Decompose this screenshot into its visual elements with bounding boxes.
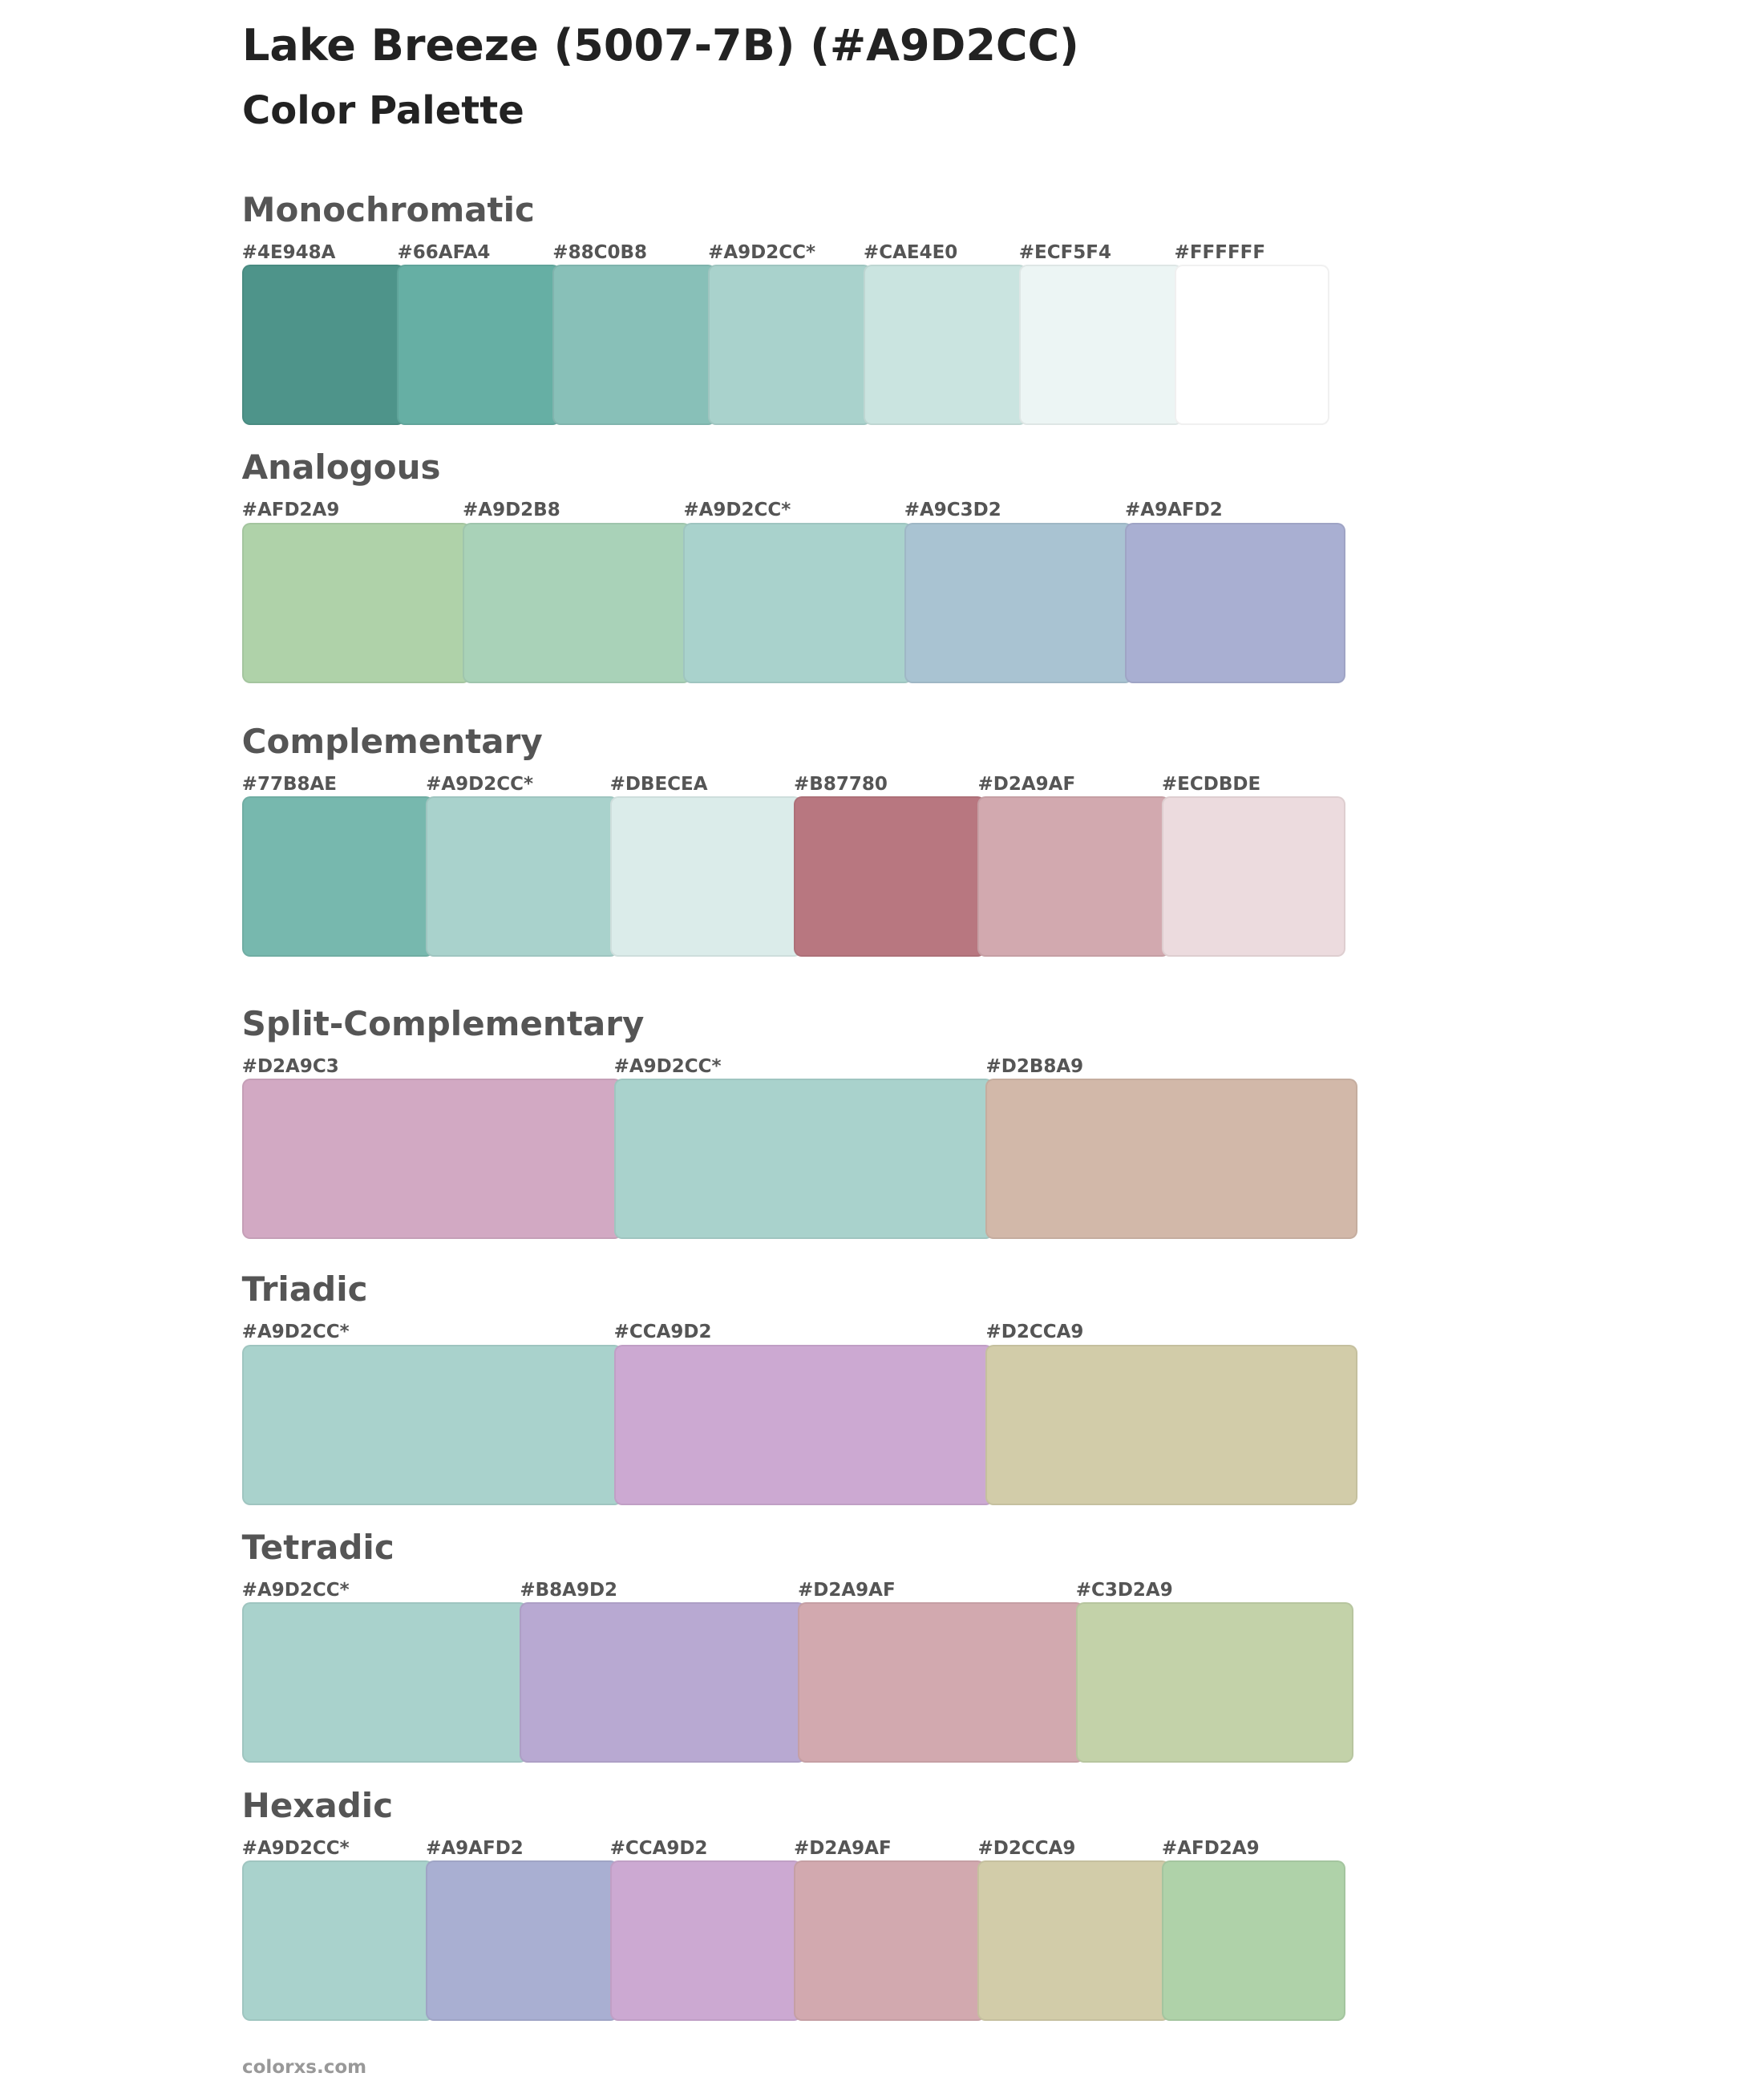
color-swatch: [241, 796, 435, 957]
color-swatch: [609, 796, 802, 957]
color-swatch: [552, 265, 717, 425]
page-title: Lake Breeze (5007-7B) (#A9D2CC): [242, 20, 1079, 71]
color-swatch: [977, 796, 1170, 957]
swatch-label: #D2CCA9: [985, 1322, 1084, 1343]
color-swatch: [520, 1602, 807, 1763]
color-swatch: [609, 1860, 802, 2022]
color-swatch: [241, 1079, 622, 1240]
color-swatch: [1174, 265, 1330, 425]
color-swatch: [241, 522, 471, 683]
color-swatch: [904, 522, 1134, 683]
swatch-label: #A9D2B8: [463, 500, 560, 521]
footer: colorxs.com: [242, 2057, 367, 2078]
swatch-label: #A9D2CC*: [241, 1580, 350, 1601]
color-swatch: [397, 265, 561, 425]
swatch-label: #A9D2CC*: [241, 1837, 350, 1859]
swatch-label: #AFD2A9: [1161, 1837, 1260, 1859]
color-swatch: [241, 265, 406, 425]
swatch-label: #ECDBDE: [1161, 774, 1261, 796]
color-swatch: [683, 522, 912, 683]
swatch-label: #C3D2A9: [1075, 1580, 1173, 1601]
color-swatch: [241, 1344, 622, 1505]
swatch-label: #4E948A: [241, 241, 336, 263]
color-swatch: [798, 1602, 1084, 1763]
color-swatch: [985, 1344, 1358, 1505]
swatch-label: #88C0B8: [552, 241, 647, 263]
swatch-label: #A9C3D2: [904, 500, 1001, 521]
color-swatch: [1161, 1860, 1346, 2022]
swatch-label: #D2A9AF: [977, 774, 1076, 796]
swatch-label: #66AFA4: [397, 241, 491, 263]
color-swatch: [1161, 796, 1346, 957]
color-swatch: [708, 265, 872, 425]
swatch-label: #77B8AE: [241, 774, 337, 796]
color-swatch: [1125, 522, 1346, 683]
swatch-label: #D2A9AF: [798, 1580, 896, 1601]
swatch-label: #CCA9D2: [609, 1837, 708, 1859]
swatch-label: #A9D2CC*: [426, 774, 534, 796]
swatch-label: #D2CCA9: [977, 1837, 1076, 1859]
section-title: Monochromatic: [241, 189, 535, 229]
section-title: Analogous: [241, 447, 441, 488]
section-title: Triadic: [241, 1269, 368, 1310]
color-swatch: [1018, 265, 1183, 425]
swatch-label: #A9D2CC*: [708, 241, 816, 263]
color-swatch: [241, 1602, 528, 1763]
swatch-label: #DBECEA: [609, 774, 708, 796]
swatch-label: #A9AFD2: [426, 1837, 524, 1859]
color-swatch: [1075, 1602, 1354, 1763]
color-swatch: [613, 1079, 994, 1240]
color-swatch: [794, 796, 986, 957]
color-swatch: [241, 1860, 435, 2022]
color-swatch: [863, 265, 1027, 425]
page-subtitle: Color Palette: [242, 88, 524, 133]
swatch-label: #A9D2CC*: [241, 1322, 350, 1343]
swatch-label: #B8A9D2: [520, 1580, 618, 1601]
color-swatch: [463, 522, 692, 683]
swatch-label: #A9AFD2: [1125, 500, 1223, 521]
section-title: Tetradic: [241, 1528, 394, 1568]
section-title: Complementary: [241, 722, 543, 762]
swatch-label: #ECF5F4: [1018, 241, 1112, 263]
color-swatch: [426, 1860, 618, 2022]
section-title: Split-Complementary: [241, 1003, 645, 1043]
color-swatch: [426, 796, 618, 957]
swatch-label: #A9D2CC*: [683, 500, 791, 521]
swatch-label: #CAE4E0: [863, 241, 958, 263]
color-swatch: [794, 1860, 986, 2022]
color-swatch: [985, 1079, 1358, 1240]
section-title: Hexadic: [241, 1785, 394, 1825]
swatch-label: #A9D2CC*: [613, 1055, 722, 1077]
swatch-label: #D2B8A9: [985, 1055, 1084, 1077]
swatch-label: #B87780: [794, 774, 888, 796]
swatch-label: #AFD2A9: [241, 500, 340, 521]
color-swatch: [977, 1860, 1170, 2022]
swatch-label: #FFFFFF: [1174, 241, 1266, 263]
color-swatch: [613, 1344, 994, 1505]
swatch-label: #CCA9D2: [613, 1322, 712, 1343]
swatch-label: #D2A9AF: [794, 1837, 892, 1859]
swatch-label: #D2A9C3: [241, 1055, 339, 1077]
